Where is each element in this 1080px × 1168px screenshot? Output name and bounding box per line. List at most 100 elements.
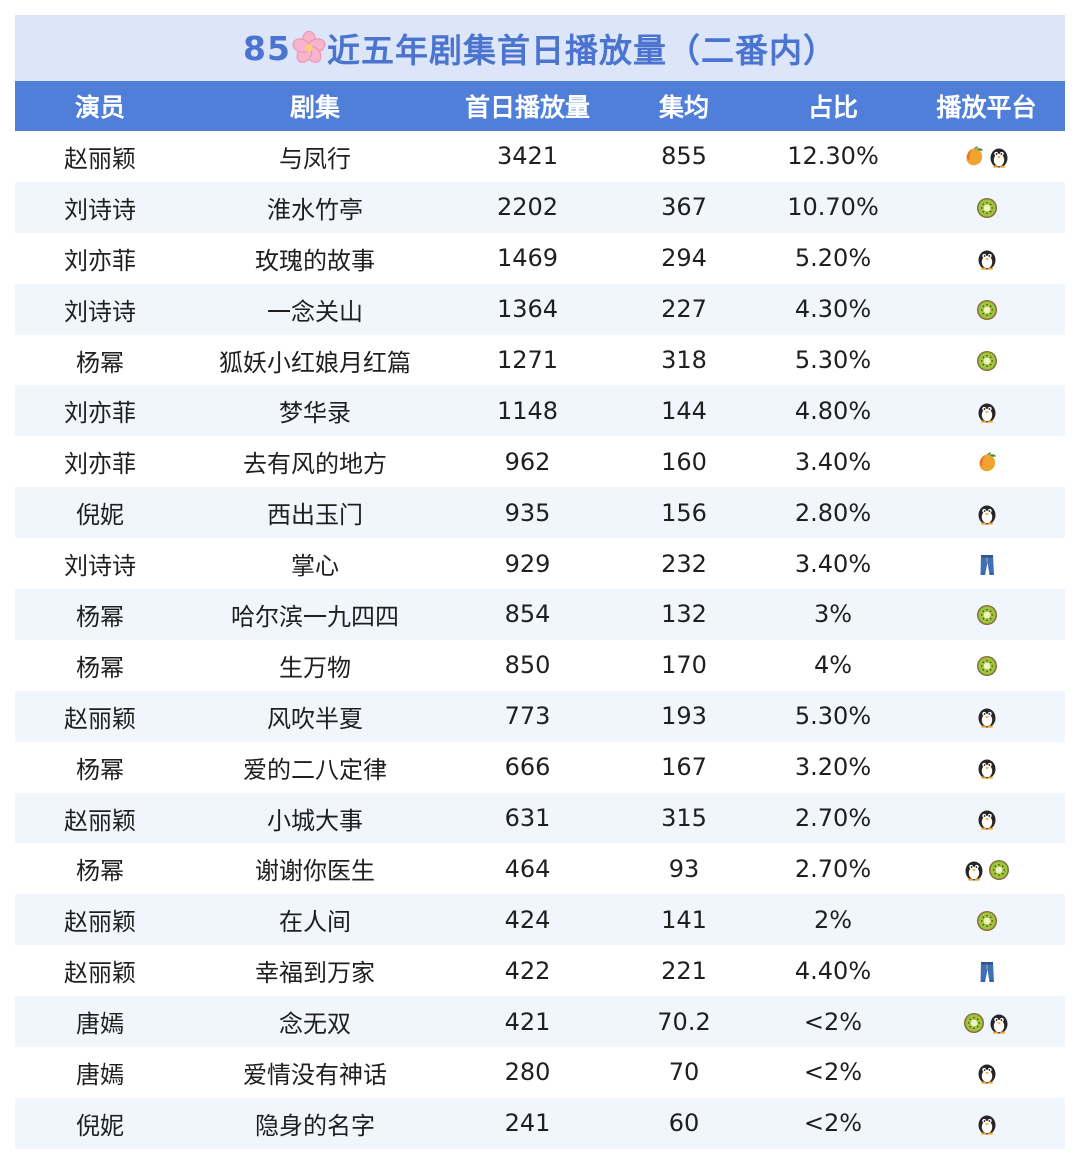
chart-title: 85 近五年剧集首日播放量（二番内） <box>15 15 1065 81</box>
share-cell: 3% <box>758 589 908 640</box>
average-cell: 367 <box>610 181 758 233</box>
table-row: 刘诗诗 淮水竹亭 2202 367 10.70% <box>15 181 1065 233</box>
data-table: 演员 剧集 首日播放量 集均 占比 播放平台 赵丽颖 与凤行 3421 855 12.3… <box>15 81 1065 1149</box>
platform-cell <box>908 639 1065 691</box>
penguin-icon <box>987 1011 1011 1035</box>
platform-cell <box>908 996 1065 1048</box>
share-cell: <2% <box>758 1097 908 1149</box>
table-row: 倪妮 隐身的名字 241 60 <2% <box>15 1097 1065 1149</box>
platform-icons <box>975 756 999 780</box>
platform-cell <box>908 487 1065 539</box>
table-row: 刘诗诗 掌心 929 232 3.40% <box>15 538 1065 590</box>
average-cell: 144 <box>610 385 758 437</box>
average-cell: 227 <box>610 283 758 335</box>
platform-icons <box>975 247 999 271</box>
first-day-cell: 850 <box>445 639 610 691</box>
drama-cell: 生万物 <box>185 639 445 691</box>
kiwi-icon <box>975 654 999 678</box>
platform-cell <box>908 538 1065 590</box>
drama-cell: 一念关山 <box>185 283 445 335</box>
average-cell: 93 <box>610 843 758 895</box>
first-day-cell: 935 <box>445 487 610 539</box>
table-row: 唐嫣 念无双 421 70.2 <2% <box>15 996 1065 1048</box>
penguin-icon <box>975 1061 999 1085</box>
platform-icons <box>975 960 999 984</box>
table-body: 赵丽颖 与凤行 3421 855 12.30% 刘诗诗 淮水竹亭 2202 367 10.70% 刘… <box>15 131 1065 1149</box>
jeans-icon <box>975 553 999 577</box>
drama-cell: 玫瑰的故事 <box>185 232 445 284</box>
average-cell: 70.2 <box>610 996 758 1048</box>
actor-cell: 杨幂 <box>15 843 185 895</box>
average-cell: 132 <box>610 589 758 640</box>
share-cell: 4% <box>758 639 908 691</box>
column-header-share: 占比 <box>758 81 908 131</box>
first-day-cell: 1148 <box>445 385 610 437</box>
kiwi-icon <box>975 603 999 627</box>
average-cell: 855 <box>610 131 758 182</box>
first-day-cell: 1364 <box>445 283 610 335</box>
table-row: 杨幂 爱的二八定律 666 167 3.20% <box>15 741 1065 793</box>
actor-cell: 刘亦菲 <box>15 385 185 437</box>
share-cell: 5.30% <box>758 334 908 386</box>
mango-icon <box>975 451 999 475</box>
penguin-icon <box>975 400 999 424</box>
jeans-icon <box>975 960 999 984</box>
average-cell: 193 <box>610 690 758 742</box>
first-day-cell: 422 <box>445 945 610 997</box>
drama-cell: 在人间 <box>185 894 445 946</box>
drama-cell: 去有风的地方 <box>185 436 445 488</box>
share-cell: 3.40% <box>758 436 908 488</box>
average-cell: 141 <box>610 894 758 946</box>
first-day-cell: 280 <box>445 1047 610 1098</box>
table-card: 85 近五年剧集首日播放量（二番内） <box>15 15 1065 1155</box>
platform-icons <box>975 1112 999 1136</box>
average-cell: 160 <box>610 436 758 488</box>
table-row: 唐嫣 爱情没有神话 280 70 <2% <box>15 1047 1065 1098</box>
drama-cell: 爱的二八定律 <box>185 741 445 793</box>
share-cell: 2.70% <box>758 792 908 844</box>
average-cell: 170 <box>610 639 758 691</box>
actor-cell: 杨幂 <box>15 639 185 691</box>
actor-cell: 刘亦菲 <box>15 232 185 284</box>
table-row: 倪妮 西出玉门 935 156 2.80% <box>15 487 1065 539</box>
penguin-icon <box>975 756 999 780</box>
kiwi-icon <box>987 858 1011 882</box>
average-cell: 232 <box>610 538 758 590</box>
platform-cell <box>908 334 1065 386</box>
platform-cell <box>908 690 1065 742</box>
first-day-cell: 2202 <box>445 181 610 233</box>
drama-cell: 谢谢你医生 <box>185 843 445 895</box>
table-row: 刘亦菲 玫瑰的故事 1469 294 5.20% <box>15 232 1065 284</box>
share-cell: 10.70% <box>758 181 908 233</box>
penguin-icon <box>975 247 999 271</box>
table-row: 杨幂 生万物 850 170 4% <box>15 639 1065 691</box>
platform-icons <box>962 145 1011 169</box>
column-header-drama: 剧集 <box>185 81 445 131</box>
actor-cell: 赵丽颖 <box>15 792 185 844</box>
drama-cell: 与凤行 <box>185 131 445 182</box>
actor-cell: 刘诗诗 <box>15 283 185 335</box>
platform-icons <box>975 603 999 627</box>
table-row: 赵丽颖 在人间 424 141 2% <box>15 894 1065 946</box>
penguin-icon <box>975 502 999 526</box>
title-suffix: 近五年剧集首日播放量（二番内） <box>326 31 837 70</box>
average-cell: 70 <box>610 1047 758 1098</box>
share-cell: <2% <box>758 1047 908 1098</box>
column-header-first-day: 首日播放量 <box>445 81 610 131</box>
actor-cell: 唐嫣 <box>15 996 185 1048</box>
platform-icons <box>962 1011 1011 1035</box>
column-header-average: 集均 <box>610 81 758 131</box>
drama-cell: 风吹半夏 <box>185 690 445 742</box>
share-cell: 4.30% <box>758 283 908 335</box>
share-cell: 5.20% <box>758 232 908 284</box>
average-cell: 318 <box>610 334 758 386</box>
actor-cell: 杨幂 <box>15 334 185 386</box>
platform-icons <box>975 807 999 831</box>
platform-icons <box>975 1061 999 1085</box>
table-row: 杨幂 哈尔滨一九四四 854 132 3% <box>15 589 1065 640</box>
platform-icons <box>975 451 999 475</box>
drama-cell: 哈尔滨一九四四 <box>185 589 445 640</box>
first-day-cell: 1271 <box>445 334 610 386</box>
platform-cell <box>908 741 1065 793</box>
actor-cell: 赵丽颖 <box>15 945 185 997</box>
